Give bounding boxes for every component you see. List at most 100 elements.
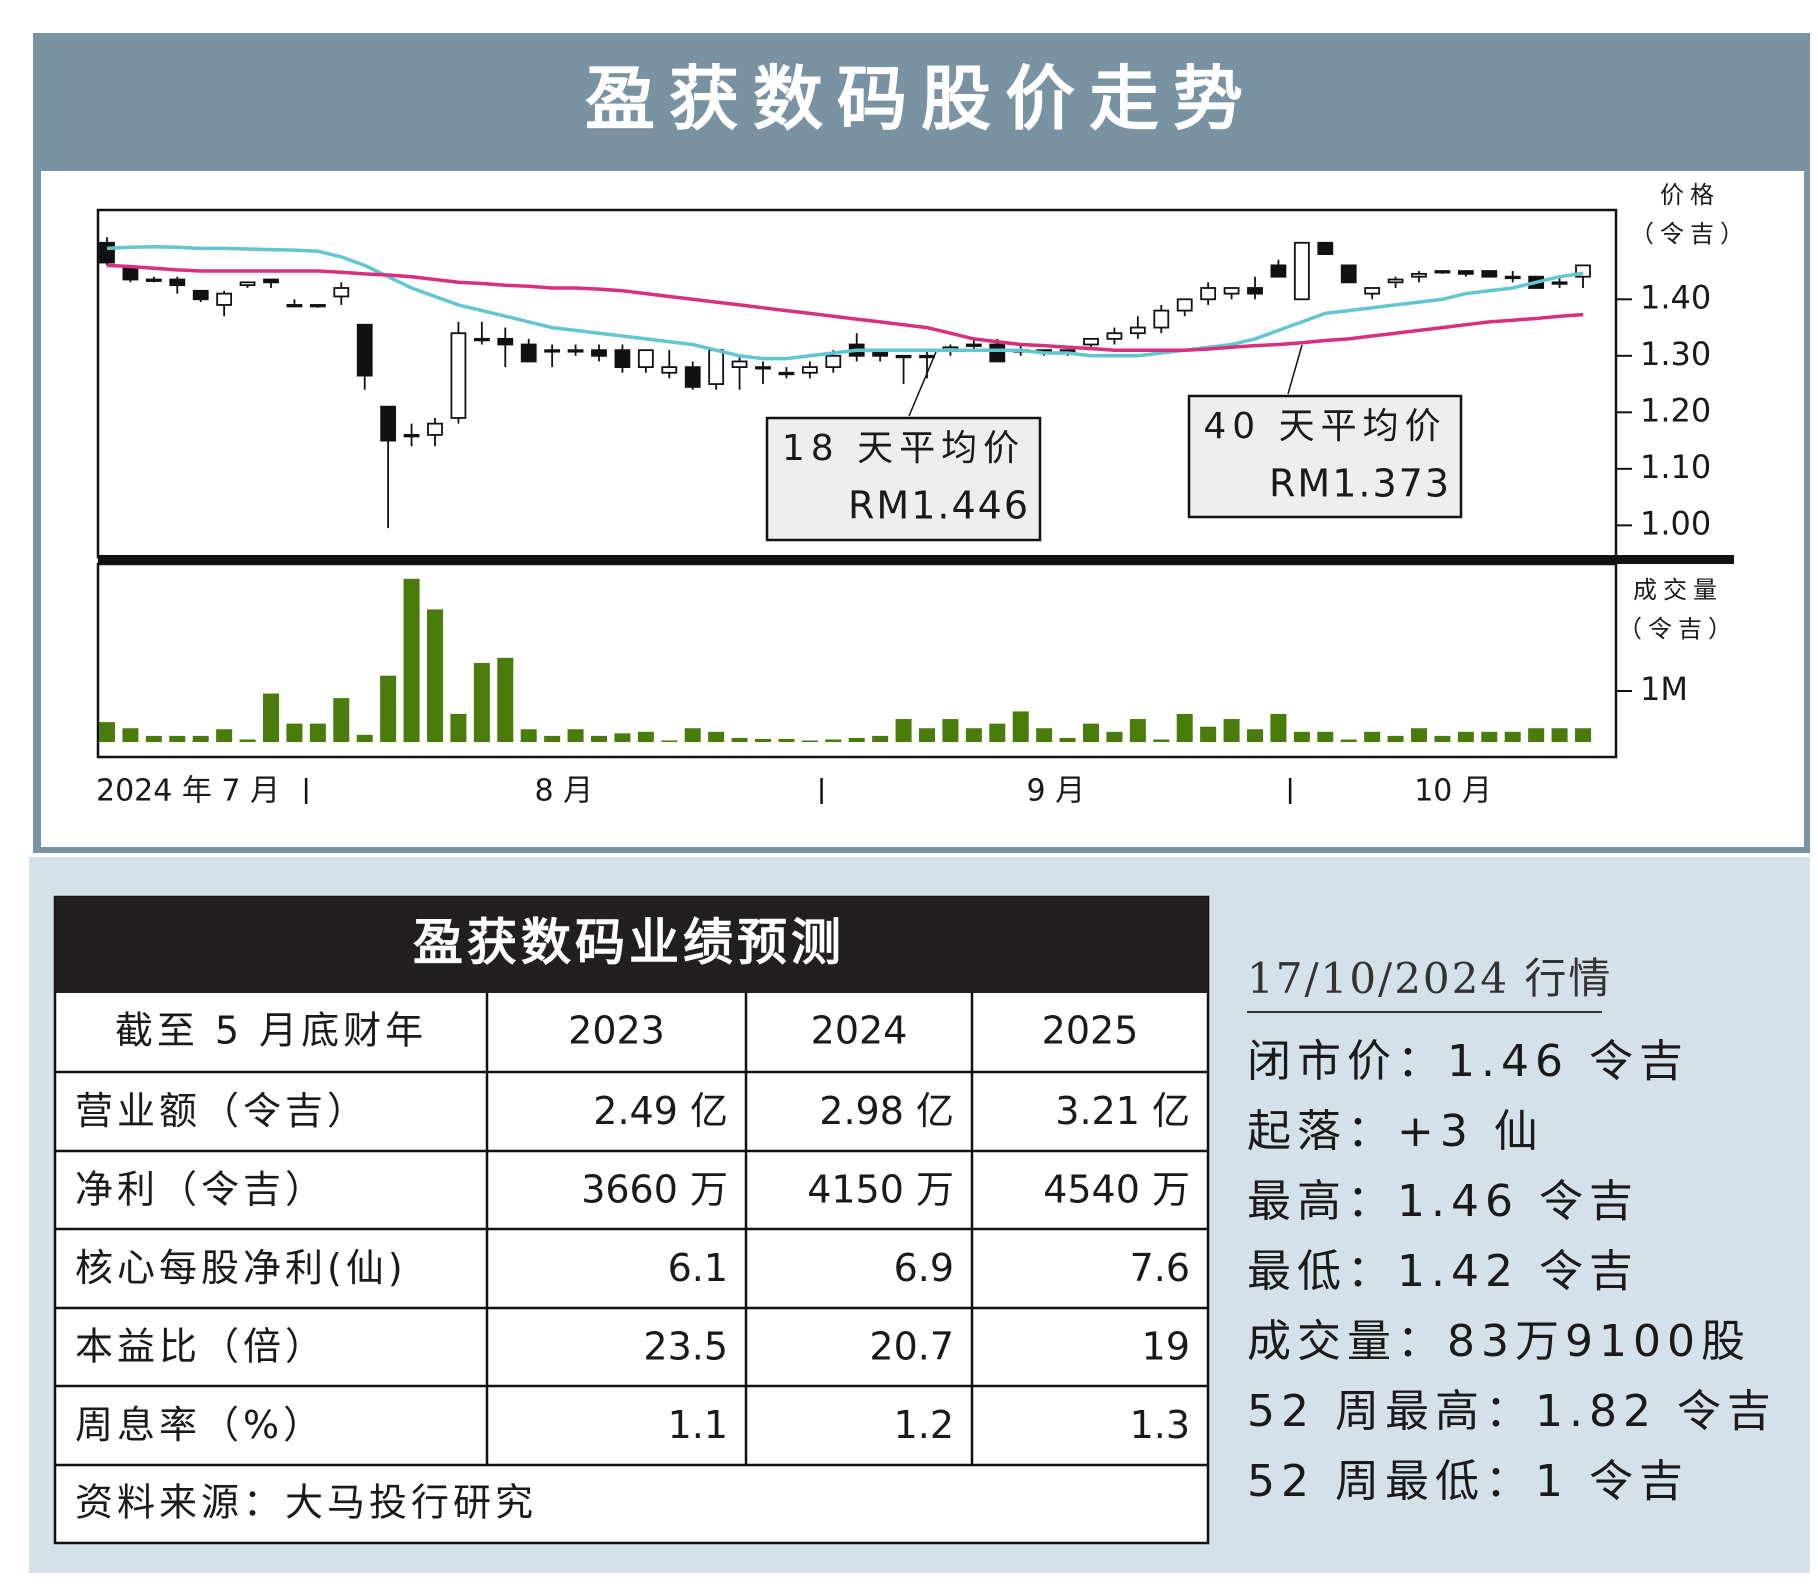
- candle-body: [169, 278, 186, 287]
- volume-bar: [637, 731, 654, 742]
- volume-bar: [520, 729, 537, 742]
- volume-bar: [1411, 728, 1427, 742]
- volume-bar: [614, 733, 631, 742]
- moving-average-line: [106, 244, 1584, 361]
- candle-body: [1270, 264, 1287, 278]
- x-tick-label: 10 月: [1414, 774, 1492, 809]
- candle-body: [1481, 270, 1498, 278]
- volume-bar: [1059, 737, 1076, 742]
- candle-body: [731, 360, 748, 369]
- volume-bar: [216, 729, 233, 742]
- volume-bar: [1106, 731, 1123, 742]
- candle-body: [1083, 337, 1099, 346]
- volume-bar: [1317, 731, 1334, 742]
- table-cell: 1.2: [894, 1403, 954, 1447]
- annotation-value: RM1.373: [1269, 462, 1451, 506]
- volume-bar: [1012, 711, 1029, 742]
- volume-bar: [965, 728, 982, 742]
- volume-bar: [1528, 728, 1545, 742]
- table-cell: 23.5: [643, 1325, 728, 1369]
- volume-bar: [895, 719, 912, 742]
- candle-body: [122, 267, 139, 281]
- volume-bar: [1340, 739, 1357, 742]
- candle-body: [356, 323, 373, 377]
- table-cell: 6.9: [894, 1246, 954, 1290]
- table-background: [53, 895, 1210, 1545]
- candle-body: [708, 349, 725, 385]
- volume-bar: [99, 722, 115, 742]
- table-cell: 4150 万: [807, 1168, 954, 1212]
- y-tick-label: 1.20: [1640, 391, 1711, 429]
- volume-bar: [919, 728, 935, 742]
- quote-title: 17/10/2024 行情: [1247, 954, 1612, 1003]
- candle-body: [99, 241, 115, 264]
- volume-bar: [1481, 731, 1498, 742]
- candle-body: [1317, 241, 1334, 255]
- table-header: 2024: [811, 1009, 908, 1053]
- volume-bar: [591, 735, 607, 742]
- row-label: 周息率（%）: [75, 1403, 325, 1447]
- volume-bar: [333, 698, 350, 742]
- candle-body: [239, 281, 256, 287]
- y-tick-label: 1.10: [1640, 448, 1711, 486]
- row-label: 核心每股净利(仙): [75, 1246, 407, 1290]
- volume-bar: [544, 735, 561, 742]
- quote-line: 最低：1.42 令吉: [1247, 1246, 1639, 1297]
- volume-bar: [755, 738, 771, 742]
- volume-bar: [1223, 719, 1240, 742]
- candle-body: [778, 371, 795, 376]
- candle-body: [1200, 287, 1217, 301]
- volume-bar: [942, 719, 959, 742]
- candle-body: [1293, 241, 1310, 301]
- quote-line: 闭市价：1.46 令吉: [1247, 1036, 1689, 1087]
- marks: 1.00 1.10 1.20 1.30 1.40 1M 2024 年 7 月 8 月 9 月 10…: [96, 237, 1711, 809]
- candle-body: [755, 366, 771, 370]
- volume-bar: [356, 734, 373, 742]
- volume-bar: [684, 728, 701, 742]
- volume-bar: [1036, 728, 1053, 742]
- volume-bar: [403, 578, 420, 742]
- table-cell: 6.1: [668, 1246, 728, 1290]
- annotation-pointer: [1287, 344, 1303, 395]
- volume-bar: [1153, 739, 1170, 742]
- candle-body: [1340, 264, 1357, 284]
- volume-bar: [380, 675, 397, 742]
- table-cell: 3.21 亿: [1055, 1089, 1190, 1133]
- volume-bar: [145, 735, 162, 742]
- volume-bar: [286, 723, 303, 742]
- candle-body: [1387, 278, 1404, 284]
- annotation-box: [1187, 394, 1463, 519]
- candle-body: [637, 349, 654, 369]
- candle-body: [591, 349, 607, 357]
- candle-body: [965, 343, 982, 347]
- volume-axis-unit: （令吉）: [1618, 615, 1738, 643]
- volume-bar: [497, 657, 514, 742]
- table-title: 盈获数码业绩预测: [413, 914, 845, 972]
- x-tick-label: 9 月: [1027, 774, 1086, 809]
- annotation-pointer: [908, 351, 937, 417]
- volume-bar: [122, 728, 139, 742]
- candle-body: [286, 304, 303, 308]
- candle-body: [544, 349, 561, 353]
- candle-body: [333, 287, 350, 298]
- volume-bar: [825, 739, 842, 742]
- table-cell: 1.3: [1130, 1403, 1190, 1447]
- volume-bar: [169, 735, 186, 742]
- table-cell: 2.49 亿: [593, 1089, 728, 1133]
- table-title-band: [55, 897, 1208, 993]
- annotation-box: [765, 416, 1042, 542]
- row-label: 净利（令吉）: [75, 1168, 327, 1212]
- candle-body: [1434, 270, 1451, 274]
- volume-bar: [473, 662, 490, 742]
- quote-line: 最高：1.46 令吉: [1247, 1176, 1639, 1227]
- candle-body: [1247, 287, 1263, 295]
- divider: [98, 555, 1734, 564]
- quote-line: 52 周最低：1 令吉: [1247, 1456, 1689, 1507]
- table-cell: 7.6: [1130, 1246, 1190, 1290]
- volume-bar: [1434, 735, 1451, 742]
- volume-bar: [661, 740, 678, 742]
- candle-body: [1504, 275, 1521, 280]
- candle-body: [567, 349, 584, 353]
- volume-bar: [708, 731, 725, 742]
